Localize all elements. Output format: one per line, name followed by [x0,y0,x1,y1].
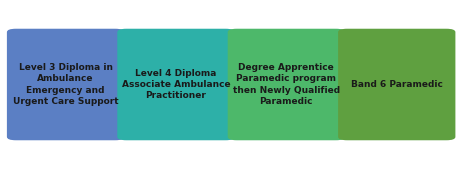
Text: Level 4 Diploma
Associate Ambulance
Practitioner: Level 4 Diploma Associate Ambulance Prac… [121,69,230,100]
FancyBboxPatch shape [337,29,454,140]
FancyBboxPatch shape [117,29,234,140]
Text: Band 6 Paramedic: Band 6 Paramedic [350,80,442,89]
FancyBboxPatch shape [7,29,124,140]
Text: Level 3 Diploma in
Ambulance
Emergency and
Urgent Care Support: Level 3 Diploma in Ambulance Emergency a… [13,63,118,106]
FancyBboxPatch shape [227,29,344,140]
Text: Degree Apprentice
Paramedic program
then Newly Qualified
Paramedic: Degree Apprentice Paramedic program then… [232,63,339,106]
Polygon shape [11,30,448,139]
